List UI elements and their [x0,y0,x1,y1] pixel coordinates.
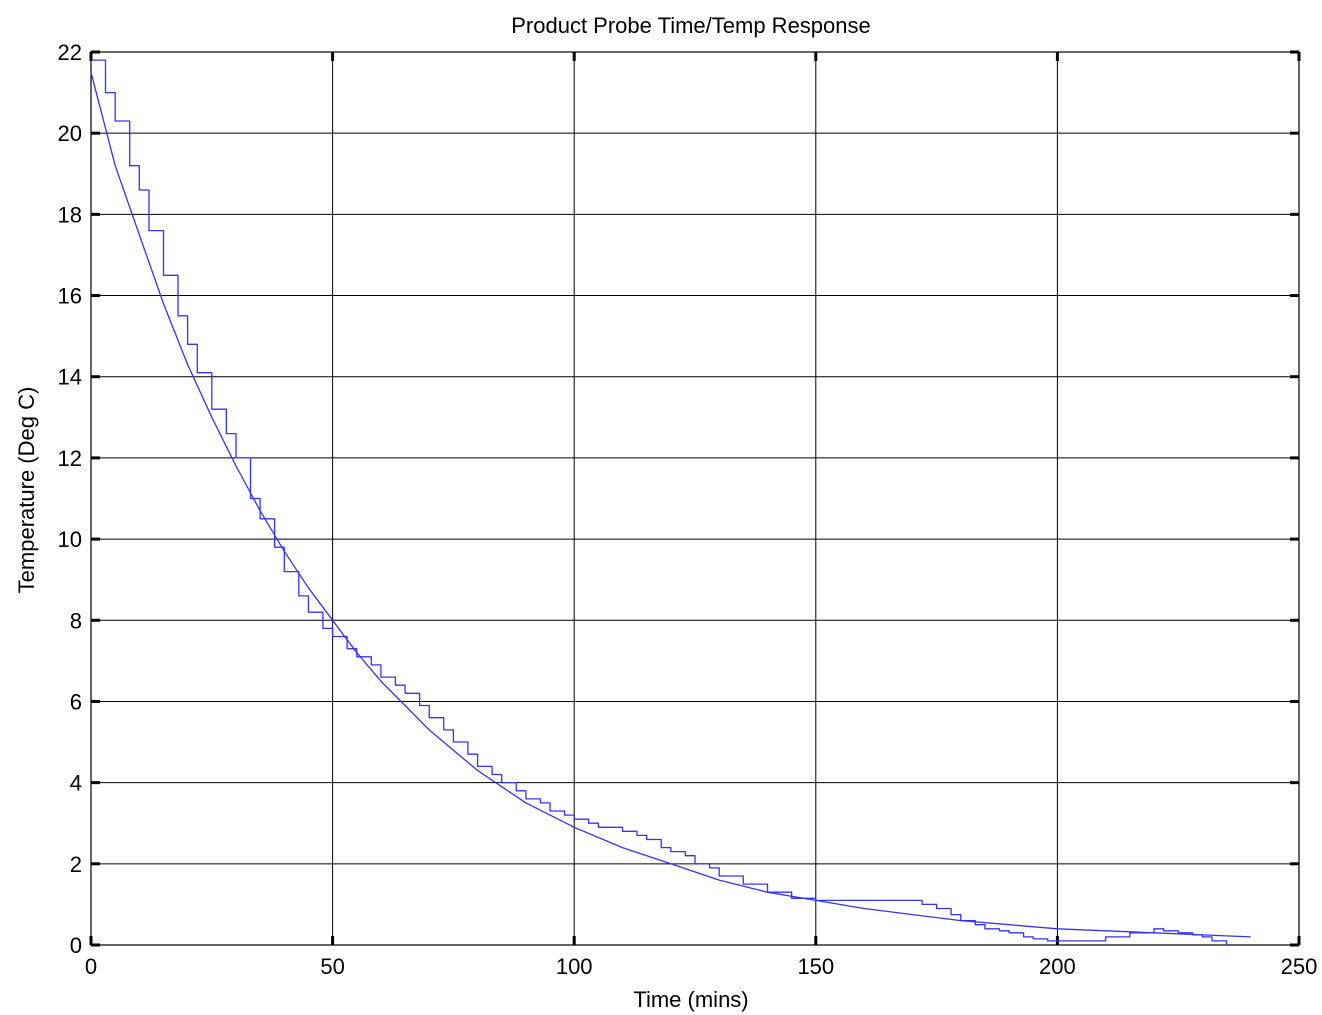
chart-title: Product Probe Time/Temp Response [511,13,871,38]
y-tick-label: 20 [58,121,82,146]
x-tick-label: 0 [85,954,97,979]
y-axis-title: Temperature (Deg C) [14,387,39,594]
y-tick-label: 8 [70,608,82,633]
y-tick-label: 22 [58,40,82,65]
y-tick-label: 10 [58,527,82,552]
y-tick-label: 0 [70,933,82,958]
y-tick-label: 12 [58,446,82,471]
x-tick-label: 100 [556,954,593,979]
plot-area-frame [90,51,1300,946]
series-line-1 [90,72,1251,938]
y-tick-label: 2 [70,852,82,877]
tick-marks [89,50,1301,947]
y-tick-label: 6 [70,689,82,714]
x-tick-label: 250 [1281,954,1318,979]
series-line-2 [91,59,1228,945]
x-axis-title: Time (mins) [633,987,748,1012]
y-axis-tick-labels: 0 2 4 6 8 10 12 14 16 18 20 22 [58,40,82,958]
x-tick-label: 200 [1039,954,1076,979]
y-tick-label: 18 [58,202,82,227]
x-tick-label: 50 [320,954,344,979]
y-tick-label: 4 [70,771,82,796]
series-layer [90,59,1251,945]
x-tick-label: 150 [797,954,834,979]
y-tick-label: 14 [58,365,82,390]
y-tick-label: 16 [58,284,82,309]
x-axis-tick-labels: 0 50 100 150 200 250 [85,954,1317,979]
grid-lines [90,51,1300,946]
